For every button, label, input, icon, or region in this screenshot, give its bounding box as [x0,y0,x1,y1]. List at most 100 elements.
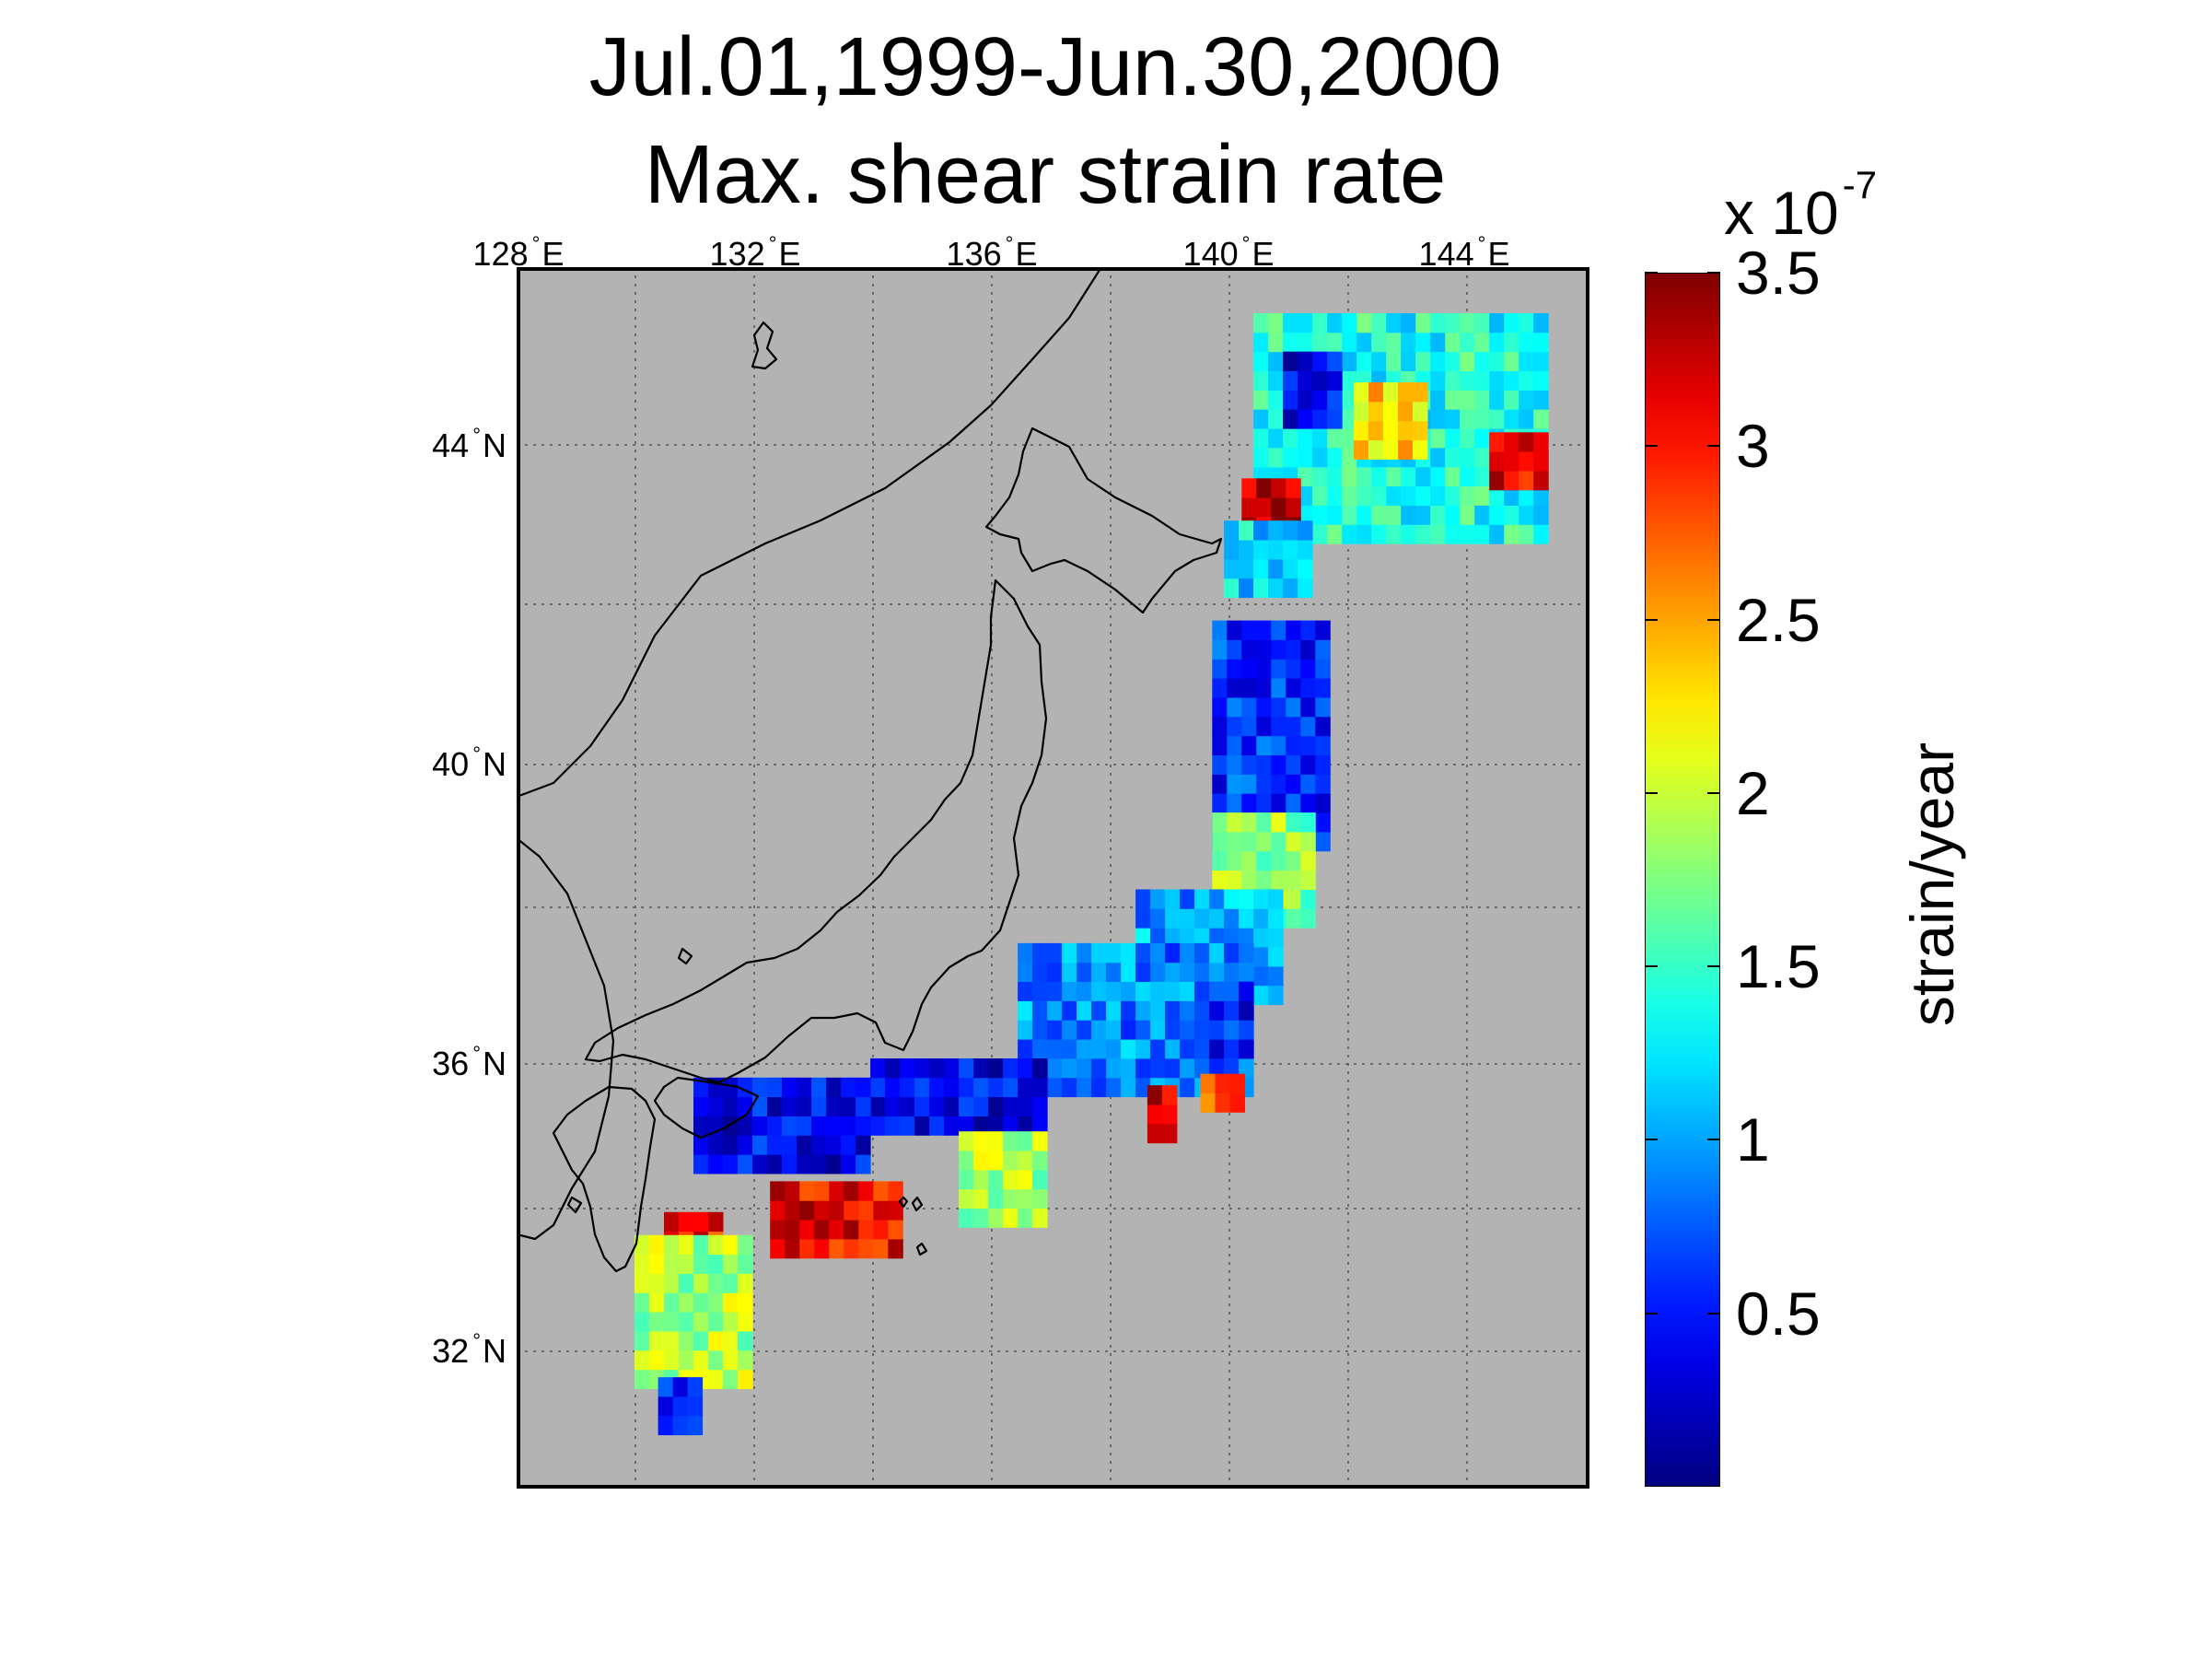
strain-cell [1256,735,1272,755]
strain-cell [870,1096,886,1116]
strain-cell [1194,1000,1210,1021]
strain-cell [1398,439,1414,460]
strain-cell [1224,1039,1240,1059]
strain-cell [1371,485,1387,506]
strain-cell [1445,448,1461,468]
strain-cell [1300,850,1316,871]
strain-cell [929,1116,945,1136]
strain-cell [973,1169,989,1190]
strain-cell [1460,428,1475,449]
strain-cell [1533,505,1549,525]
strain-cell [844,1220,859,1240]
strain-cell [1460,370,1475,391]
strain-cell [814,1239,830,1259]
strain-cell [1224,540,1240,560]
strain-cell [1415,313,1431,333]
colorbar-tick-label: 0.5 [1736,1279,1821,1348]
strain-cell [649,1273,665,1293]
lat-label-36: 36 °N [432,1042,506,1082]
strain-cell [856,1135,871,1155]
strain-cell [693,1273,709,1293]
strain-cell [1241,793,1257,813]
strain-cell [738,1234,753,1256]
strain-cell [1286,774,1301,794]
strain-cell [1474,485,1490,506]
strain-cell [738,1349,753,1371]
strain-cell [841,1135,856,1155]
strain-cell [1489,409,1505,429]
strain-cell [1209,889,1225,909]
strain-cell [1271,678,1286,698]
strain-cell [1312,505,1328,525]
strain-cell [1286,678,1301,698]
strain-cell [1256,659,1272,679]
strain-cell [1253,578,1269,599]
lon-label-144: 144 °E [1418,232,1510,273]
strain-cell [1256,850,1272,871]
strain-cell [1018,962,1033,982]
strain-cell [1271,850,1286,871]
strain-cell [1430,370,1446,391]
strain-cell [1180,1077,1195,1098]
strain-cell [1371,351,1387,371]
strain-cell [1121,1058,1136,1079]
strain-cell [1106,962,1122,982]
strain-cell [1504,313,1519,333]
strain-cell [1212,793,1228,813]
strain-cell [858,1181,874,1201]
strain-cell [1047,942,1063,964]
strain-cell [1445,332,1461,353]
strain-cell [1504,524,1519,544]
strain-cell [1519,409,1534,429]
strain-cell [1533,370,1549,391]
strain-cell [944,1077,960,1098]
strain-cell [1268,370,1284,391]
strain-cell [1018,1131,1033,1151]
strain-cell [1224,520,1240,541]
colorbar-tick-mark [1645,791,1658,794]
strain-cell [723,1234,739,1256]
strain-cell [1224,942,1240,964]
strain-cell [1298,313,1313,333]
strain-cell [1135,962,1151,982]
strain-cell [1165,928,1181,948]
strain-cell [1300,889,1316,909]
strain-cell [797,1116,812,1136]
strain-cell [1474,524,1490,544]
strain-cell [870,1058,886,1079]
strain-cell [1312,313,1328,333]
strain-cell [1300,678,1316,698]
strain-cell [1342,313,1357,333]
strain-cell [1401,466,1416,487]
strain-cell [770,1181,786,1201]
strain-cell [1368,382,1384,403]
strain-cell [1253,965,1269,987]
strain-cell [1356,524,1372,544]
strain-cell [1003,1208,1019,1228]
strain-cell [1489,351,1505,371]
strain-cell [672,1396,689,1417]
colorbar-tick-mark [1645,445,1658,448]
strain-cell [1147,1104,1163,1125]
strain-cell [723,1331,739,1351]
strain-cell [767,1096,783,1116]
strain-cell [1062,1058,1077,1079]
strain-cell [1047,1077,1063,1098]
strain-cell [1474,505,1490,525]
strain-cell [1018,1188,1033,1209]
strain-cell [1356,505,1372,525]
strain-cell [1312,370,1328,391]
strain-cell [723,1369,739,1389]
strain-cell [1474,332,1490,353]
strain-cell [1253,520,1269,541]
strain-cell [767,1135,783,1155]
strain-cell [649,1312,665,1332]
strain-cell [1312,485,1328,506]
strain-cell [841,1077,856,1098]
strain-cell [1239,928,1254,948]
strain-cell [1504,505,1519,525]
strain-cell [1003,1188,1019,1209]
strain-cell [723,1077,739,1098]
strain-cell [1241,774,1257,794]
strain-cell [1286,870,1301,890]
